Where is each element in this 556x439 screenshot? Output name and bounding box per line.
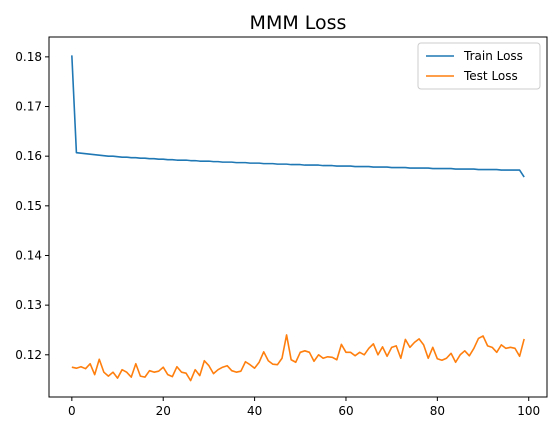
- series-line-train-loss: [71, 55, 525, 178]
- x-tick-label: 100: [517, 404, 540, 418]
- chart-title: MMM Loss: [250, 12, 347, 34]
- x-tick-label: 60: [338, 404, 353, 418]
- series-lines: [71, 55, 525, 382]
- x-tick-label: 0: [68, 404, 76, 418]
- x-tick-label: 40: [247, 404, 262, 418]
- series-line-test-loss: [71, 334, 525, 382]
- legend-label-test-loss: Test Loss: [463, 69, 518, 83]
- x-tick-label: 80: [430, 404, 445, 418]
- y-tick-label: 0.16: [15, 149, 42, 163]
- y-tick-label: 0.13: [15, 298, 42, 312]
- y-tick-label: 0.14: [15, 248, 42, 262]
- legend-box: [417, 42, 541, 90]
- legend: Train Loss Test Loss: [417, 42, 541, 90]
- y-tick-label: 0.15: [15, 199, 42, 213]
- y-tick-label: 0.17: [15, 100, 42, 114]
- axes-frame: [48, 36, 548, 398]
- y-axis: 0.12 0.13 0.14 0.15 0.16 0.17 0.18: [15, 50, 49, 362]
- y-tick-label: 0.12: [15, 348, 42, 362]
- x-axis: 0 20 40 60 80 100: [68, 397, 540, 418]
- x-tick-label: 20: [156, 404, 171, 418]
- legend-label-train-loss: Train Loss: [463, 49, 523, 63]
- y-tick-label: 0.18: [15, 50, 42, 64]
